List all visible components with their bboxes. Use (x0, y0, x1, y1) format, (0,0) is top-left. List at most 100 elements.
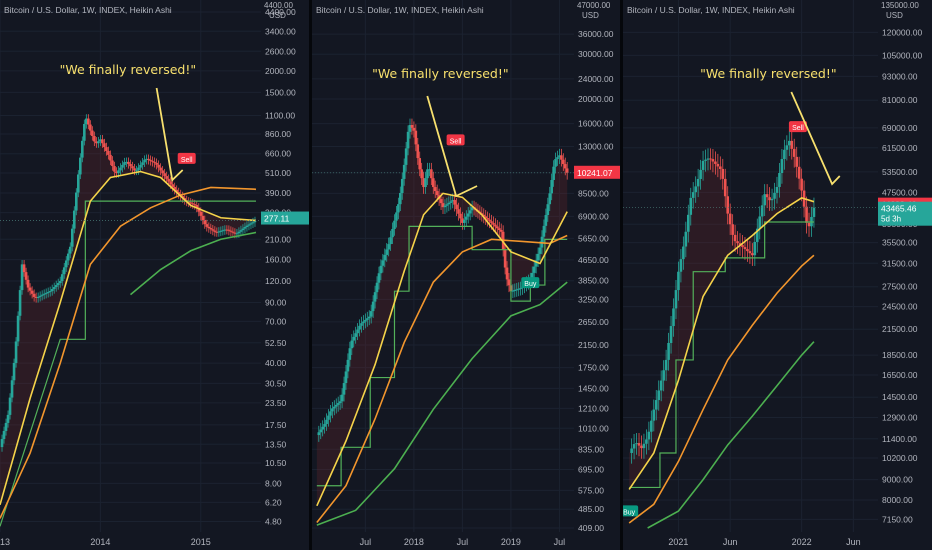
annotation-text: "We finally reversed!" (372, 66, 509, 81)
candle (177, 192, 180, 195)
fill-area (629, 140, 814, 490)
candle (812, 207, 816, 217)
candle (418, 158, 422, 170)
candle (664, 359, 668, 371)
candle (515, 289, 519, 291)
candle (785, 145, 789, 150)
candle (699, 169, 702, 179)
price-badge (574, 165, 620, 179)
y-tick-label: 5650.00 (578, 233, 609, 243)
y-tick-label: 90.00 (265, 298, 287, 308)
x-tick-label: 2013 (0, 537, 10, 547)
candle (659, 380, 663, 391)
candle (191, 203, 195, 205)
candle (679, 259, 683, 272)
y-tick-label: 10200.00 (882, 453, 918, 463)
sell-signal-badge (177, 152, 196, 164)
y-tick-label: 2000.00 (265, 66, 296, 76)
candle (534, 260, 538, 267)
candle (10, 380, 14, 398)
candle (229, 230, 233, 232)
candle (457, 209, 460, 214)
candle (40, 294, 44, 296)
candle (319, 429, 323, 433)
y-tick-label: 47500.00 (882, 187, 918, 197)
ema-yellow-line (0, 170, 257, 506)
candle (91, 130, 94, 136)
candle (338, 401, 342, 404)
candle (373, 292, 377, 302)
candle (95, 141, 98, 144)
candle (189, 202, 193, 204)
candle (538, 247, 542, 254)
y-tick-label: 860.00 (265, 129, 291, 139)
candle (496, 226, 499, 229)
y-tick-label: 13.50 (265, 439, 287, 449)
candle (77, 174, 80, 193)
x-tick-label: Jul (360, 537, 372, 547)
y-tick-label: 4400.00 (265, 7, 296, 17)
y-tick-label: 20000.00 (578, 94, 614, 104)
candle (807, 222, 811, 227)
y-tick-label: 6900.00 (578, 211, 609, 221)
candle (714, 161, 717, 164)
y-tick-label: 30000.00 (578, 49, 614, 59)
axis-top-label: 47000.00 (577, 1, 611, 10)
candle (684, 231, 688, 247)
candle (410, 125, 414, 128)
candle (435, 191, 439, 196)
candle (327, 415, 330, 420)
candle (105, 147, 108, 151)
y-tick-label: 24000.00 (578, 74, 614, 84)
candle (544, 215, 548, 226)
candle (517, 288, 520, 290)
candle (115, 171, 118, 174)
candle (701, 160, 705, 170)
candle (187, 201, 191, 203)
candle (753, 241, 757, 256)
ma-orange-line (628, 254, 815, 524)
candle (550, 180, 553, 194)
candle (716, 163, 720, 167)
candle (99, 139, 102, 142)
candle (563, 164, 567, 169)
candle (558, 155, 561, 158)
candle (463, 219, 466, 223)
y-tick-label: 510.00 (265, 168, 291, 178)
chart-title: Bitcoin / U.S. Dollar, 1W, INDEX, Heikin… (316, 5, 484, 15)
candle (719, 166, 722, 169)
candle (775, 186, 779, 193)
candle (143, 159, 146, 163)
candle (325, 419, 328, 425)
candle (548, 193, 552, 205)
y-tick-label: 4.80 (265, 517, 282, 527)
candle (758, 216, 762, 229)
candle (704, 159, 707, 161)
candle (173, 187, 176, 190)
x-tick-label: 2022 (792, 537, 812, 547)
annotation-arrow (426, 95, 478, 198)
candle (358, 325, 361, 330)
candle (790, 140, 794, 149)
annotation-arrow (155, 87, 184, 182)
candle (630, 448, 633, 453)
candle (650, 420, 653, 432)
candle (54, 285, 58, 288)
candle (354, 333, 357, 337)
y-tick-label: 36000.00 (578, 29, 614, 39)
candle (356, 329, 359, 334)
candle (768, 197, 771, 201)
candle (16, 315, 20, 342)
candle (93, 135, 96, 142)
ma-green-line (647, 341, 815, 529)
x-tick-label: Jun (846, 537, 861, 547)
candle (331, 408, 334, 412)
y-tick-label: 30.50 (265, 378, 287, 388)
candle (52, 287, 56, 290)
candle (632, 444, 636, 449)
axis-top-label: 135000.00 (881, 1, 919, 10)
y-tick-label: 81000.00 (882, 95, 918, 105)
candle (334, 404, 338, 407)
candle (748, 251, 752, 254)
y-tick-label: 21500.00 (882, 324, 918, 334)
